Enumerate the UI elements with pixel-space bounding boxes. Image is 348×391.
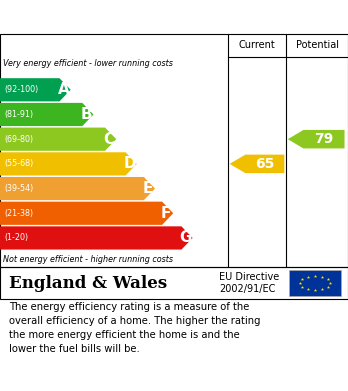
Text: 65: 65 xyxy=(255,157,275,171)
Text: E: E xyxy=(143,181,153,196)
Text: B: B xyxy=(80,107,92,122)
Text: Potential: Potential xyxy=(295,40,339,50)
Text: F: F xyxy=(161,206,171,221)
Text: Energy Efficiency Rating: Energy Efficiency Rating xyxy=(9,10,229,25)
Polygon shape xyxy=(0,152,137,176)
Text: Current: Current xyxy=(239,40,275,50)
Polygon shape xyxy=(0,202,173,225)
Text: (55-68): (55-68) xyxy=(4,160,33,169)
Polygon shape xyxy=(288,130,345,149)
Polygon shape xyxy=(0,103,94,126)
Text: D: D xyxy=(123,156,136,171)
Text: (92-100): (92-100) xyxy=(4,85,38,94)
Text: (39-54): (39-54) xyxy=(4,184,33,193)
Text: G: G xyxy=(179,230,192,246)
Text: (21-38): (21-38) xyxy=(4,209,33,218)
Text: The energy efficiency rating is a measure of the
overall efficiency of a home. T: The energy efficiency rating is a measur… xyxy=(9,301,260,353)
Polygon shape xyxy=(230,154,284,173)
Text: Very energy efficient - lower running costs: Very energy efficient - lower running co… xyxy=(3,59,173,68)
Text: (81-91): (81-91) xyxy=(4,110,33,119)
Text: A: A xyxy=(57,82,69,97)
Text: Not energy efficient - higher running costs: Not energy efficient - higher running co… xyxy=(3,255,174,264)
FancyBboxPatch shape xyxy=(289,270,341,296)
Text: England & Wales: England & Wales xyxy=(9,274,167,292)
Text: (1-20): (1-20) xyxy=(4,233,28,242)
Polygon shape xyxy=(0,127,116,151)
Text: (69-80): (69-80) xyxy=(4,135,33,143)
Text: 79: 79 xyxy=(314,132,334,146)
Polygon shape xyxy=(0,177,155,200)
Text: EU Directive
2002/91/EC: EU Directive 2002/91/EC xyxy=(219,272,279,294)
Polygon shape xyxy=(0,78,71,101)
Text: C: C xyxy=(103,132,114,147)
Polygon shape xyxy=(0,226,192,249)
